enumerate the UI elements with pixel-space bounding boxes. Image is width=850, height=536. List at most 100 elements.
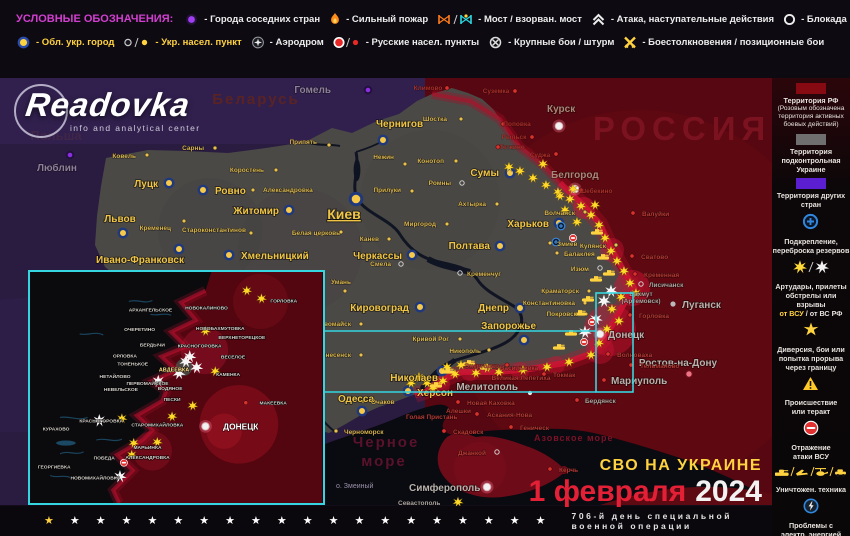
russian-settlement-marker: [508, 424, 514, 430]
star-icon: ★: [302, 514, 313, 527]
russian-settlement-marker: [605, 351, 611, 357]
map-label: Бердянск: [585, 398, 617, 405]
map-label: Аскания-Нова: [487, 412, 533, 419]
operation-day-text: 706-й день специальной военной операции: [571, 511, 733, 531]
strike-icon-white: [190, 360, 204, 374]
russet-icon: [333, 36, 361, 49]
strike-icon: [541, 361, 553, 373]
strike-icon: [537, 158, 549, 170]
map-key-sidebar: Территория РФ (Розовым обозначена территор…: [772, 78, 850, 536]
star-icon: ★: [509, 514, 520, 527]
city-marker-major: [117, 227, 129, 239]
sidebar-key-label: Отражение атаки ВСУ: [791, 442, 831, 461]
map-label: АВДЕЕВКА: [159, 367, 189, 373]
star-icon: ★: [535, 514, 546, 527]
sidebar-key-label: Артудары, прилеты обстрелы или взрывы от В…: [775, 281, 847, 318]
map-label: КУРАХОВО: [43, 426, 70, 432]
legend-item: - Укр. насел. пункт: [123, 36, 242, 49]
legend-item: - Сильный пожар: [329, 12, 428, 26]
sw_rf-icon: [795, 83, 826, 94]
strike-icon: [413, 371, 425, 383]
map-label: Васильевка: [500, 365, 539, 372]
strike-icon: [564, 193, 576, 205]
strike-icon-white: [179, 355, 193, 368]
map-label: Белгород: [551, 170, 599, 181]
town-ring-marker: [494, 449, 500, 455]
strike-icon-white: [183, 350, 197, 363]
clashes-icon: [624, 36, 637, 49]
russian-settlement-marker: [512, 88, 518, 94]
russian-settlement-marker: [627, 312, 633, 318]
strike-icon: [611, 255, 623, 267]
artillery-strike-icon: [793, 259, 830, 274]
ukr-settlement-icon: [124, 37, 148, 48]
repelled-attack-icon: [803, 420, 819, 436]
tank-icon: [552, 344, 566, 350]
town-marker: [494, 201, 500, 207]
map-label: Лисичанск: [649, 282, 684, 289]
map-label: ГЕОРГИЕВКА: [38, 465, 71, 471]
city-marker-white: [595, 329, 605, 339]
map-label: ПОБЕДА: [94, 456, 116, 462]
strike-icon: [517, 364, 529, 376]
legend-item: - Мост / взорван. мост: [437, 13, 582, 26]
map-label: Староконстантинов: [182, 227, 246, 234]
map-label: Кировоград: [350, 303, 409, 314]
town-marker: [333, 428, 339, 434]
neighbor-icon: [184, 13, 199, 26]
map-label: Луганск: [682, 300, 722, 311]
star-icon: ★: [147, 514, 158, 527]
fire-icon: [331, 13, 339, 24]
map-label: Кривой Рог: [413, 335, 450, 343]
ic_power-icon: [803, 498, 819, 519]
neighbor-city-icon: [186, 13, 198, 25]
map-label: Тельманово: [640, 363, 680, 370]
repelled-attack-bar: [589, 321, 595, 323]
map-label: Конотоп: [417, 158, 444, 165]
city-marker-major: [402, 385, 414, 397]
ic_plus-icon: [802, 213, 819, 235]
map-label: Ровно: [215, 186, 246, 197]
warning-icon: [803, 376, 819, 390]
map-label: Алешки: [446, 408, 471, 415]
map-label: Климово: [414, 85, 443, 92]
map-label: НЕТАЙЛОВО: [100, 372, 131, 380]
zoom-area-rectangle: [595, 292, 634, 393]
sidebar-key-item: Артудары, прилеты обстрелы или взрывы от В…: [772, 259, 850, 318]
map-label: Керчь: [559, 467, 578, 474]
city-marker-major: [518, 334, 530, 346]
town-marker: [144, 152, 150, 158]
territory-ukraine-swatch: [795, 133, 826, 145]
map-label: Сарны: [182, 145, 204, 152]
map-label: Сватово: [641, 254, 668, 261]
legend-item-label: - Города соседних стран: [204, 13, 321, 25]
map-label: Изюм: [571, 266, 589, 273]
strike-icon: [151, 436, 164, 448]
sidebar-key-label: Территория других стран: [776, 190, 846, 209]
tank-icon: [462, 360, 476, 366]
logo-circle-decoration: [14, 84, 68, 138]
repelled-attack-bar: [581, 341, 587, 343]
legend-item-label: - Мост / взорван. мост: [478, 13, 582, 25]
map-label: Бахмут: [629, 291, 653, 298]
map-label: Голая Пристань: [406, 414, 458, 421]
strike-icon: [599, 232, 611, 244]
town-marker: [402, 161, 408, 167]
strike-icon: [552, 186, 564, 198]
town-marker: [358, 321, 364, 327]
map-label: Николаев: [390, 373, 438, 384]
city-marker-major: [223, 249, 235, 261]
year-value: 2024: [695, 475, 762, 508]
map-label: Горловка: [639, 313, 669, 320]
strike-icon: [554, 190, 566, 202]
tank-icon: [589, 276, 603, 282]
settlement-icon: [123, 36, 150, 49]
map-label: НОВОМИХАЙЛОВКА: [70, 473, 120, 481]
map-label: Валуйки: [642, 210, 669, 218]
strike-icon: [585, 349, 597, 361]
strike-icon: [452, 496, 464, 508]
map-label: Александровка: [263, 187, 313, 194]
map-label: Краматорск: [541, 288, 580, 295]
reinforcement-cross: [559, 224, 563, 228]
